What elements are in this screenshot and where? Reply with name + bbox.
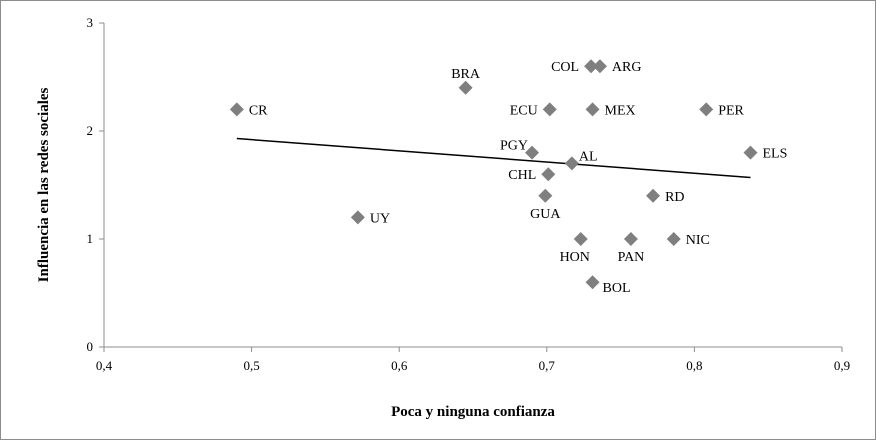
point-label-gua: GUA xyxy=(530,207,561,222)
x-tick-label: 0,9 xyxy=(834,358,850,373)
point-label-col: COL xyxy=(551,60,579,75)
y-tick-label: 0 xyxy=(87,339,94,354)
point-label-hon: HON xyxy=(560,250,590,265)
point-label-arg: ARG xyxy=(612,60,642,75)
scatter-point-mex xyxy=(585,102,600,117)
point-label-al: AL xyxy=(579,149,598,164)
point-label-uy: UY xyxy=(370,211,390,226)
scatter-point-hon xyxy=(573,232,588,246)
x-tick-label: 0,8 xyxy=(686,358,702,373)
point-label-bra: BRA xyxy=(451,67,481,82)
x-axis-title: Poca y ninguna confianza xyxy=(391,404,555,420)
point-label-pgy: PGY xyxy=(500,139,528,154)
point-label-ecu: ECU xyxy=(510,103,538,118)
scatter-point-pan xyxy=(623,232,638,246)
point-label-rd: RD xyxy=(665,190,684,205)
trendline xyxy=(236,137,751,179)
point-label-chl: CHL xyxy=(508,168,536,183)
scatter-point-bra xyxy=(458,80,473,95)
scatter-point-chl xyxy=(541,167,556,182)
scatter-point-uy xyxy=(350,210,365,225)
x-tick-label: 0,6 xyxy=(391,358,408,373)
point-label-bol: BOL xyxy=(603,281,631,296)
scatter-point-cr xyxy=(229,102,244,117)
y-axis-title: Influencia en las redes sociales xyxy=(36,87,52,282)
scatter-point-nic xyxy=(666,232,681,246)
point-label-nic: NIC xyxy=(686,233,710,248)
x-tick-label: 0,5 xyxy=(243,358,259,373)
scatter-point-gua xyxy=(538,188,553,203)
point-label-per: PER xyxy=(718,103,744,118)
axes xyxy=(103,23,842,348)
x-tick-label: 0,4 xyxy=(96,358,113,373)
y-tick-label: 2 xyxy=(87,123,94,138)
y-ticks: 0 1 2 3 xyxy=(87,15,104,354)
y-tick-label: 1 xyxy=(87,231,94,246)
point-label-cr: CR xyxy=(249,103,268,118)
points: CR BRA COL ARG ECU MEX PER PGY AL ELS CHL RD GUA UY HO… xyxy=(229,59,787,296)
scatter-point-al xyxy=(564,156,579,171)
scatter-point-col xyxy=(584,59,599,74)
scatter-point-ecu xyxy=(542,102,557,117)
x-ticks: 0,4 0,5 0,6 0,7 0,8 0,9 xyxy=(96,347,850,373)
x-tick-label: 0,7 xyxy=(539,358,556,373)
point-label-els: ELS xyxy=(762,147,787,162)
scatter-point-pgy xyxy=(525,145,540,160)
point-label-mex: MEX xyxy=(605,103,636,118)
scatter-point-per xyxy=(699,102,714,117)
point-label-pan: PAN xyxy=(618,250,645,265)
scatter-point-arg xyxy=(592,59,607,74)
scatter-point-rd xyxy=(646,188,661,203)
scatter-point-bol xyxy=(585,275,600,290)
y-tick-label: 3 xyxy=(87,15,94,30)
scatter-point-els xyxy=(743,145,758,160)
